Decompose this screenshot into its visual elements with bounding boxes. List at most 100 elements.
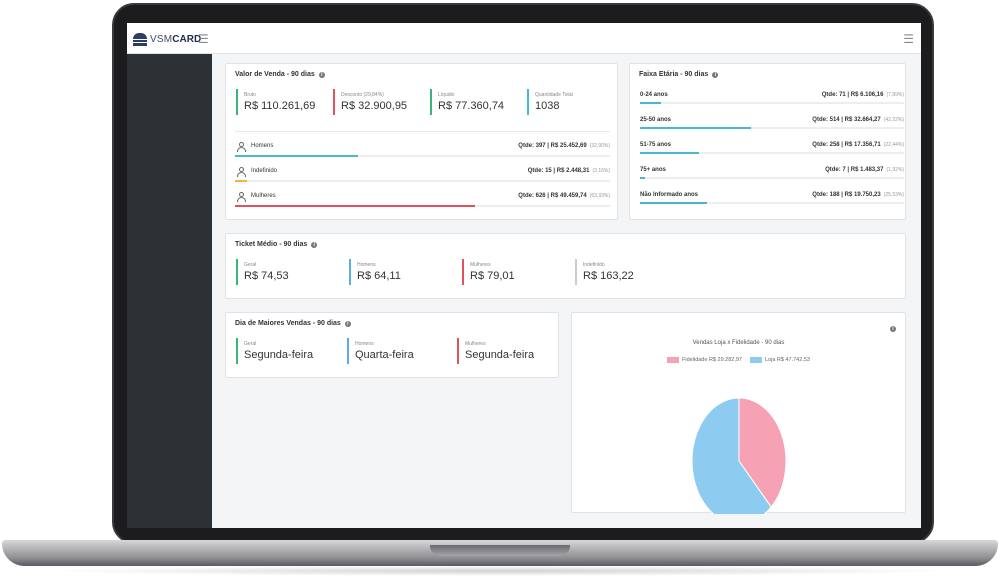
ticket-mulheres: Mulheres R$ 79,01 — [462, 259, 515, 285]
progress-fill — [640, 102, 661, 104]
dia-geral: Geral Segunda-feira — [236, 338, 313, 364]
gender-nums: Qtde: 397 | R$ 25.452,69 (32,90%) — [518, 143, 610, 149]
age-nums: Qtde: 258 | R$ 17.356,71 (22,44%) — [812, 142, 904, 148]
chart-title: Vendas Loja x Fidelidade - 90 dias — [692, 340, 785, 346]
progress-fill — [640, 127, 752, 129]
card-title-text: Ticket Médio - 90 dias — [235, 241, 308, 248]
person-icon — [237, 167, 246, 177]
progress-fill — [235, 155, 359, 157]
pie-slice-1[interactable] — [691, 397, 772, 514]
person-icon — [237, 192, 246, 202]
stat-value: R$ 77.360,74 — [438, 100, 505, 112]
progress-track — [640, 102, 904, 104]
stat-label: Quantidade Total — [535, 92, 573, 98]
laptop-shadow — [40, 566, 960, 576]
progress-track — [235, 205, 610, 207]
info-icon[interactable]: i — [712, 71, 719, 78]
pie-chart — [691, 397, 787, 514]
gender-row-homens: Homens Qtde: 397 | R$ 25.452,69 (32,90%) — [235, 141, 610, 163]
age-nums: Qtde: 71 | R$ 6.106,16 (7,89%) — [821, 92, 904, 98]
age-row: 0-24 anos Qtde: 71 | R$ 6.106,16 (7,89%) — [640, 90, 904, 115]
stat-label: Mulheres — [470, 262, 491, 268]
divider — [235, 131, 610, 132]
gender-nums: Qtde: 15 | R$ 2.448,31 (3,16%) — [527, 168, 610, 174]
age-row: Não Informado anos Qtde: 188 | R$ 19.750… — [640, 190, 904, 215]
top-bar: VSM CARD ☰ ☰ — [127, 23, 921, 54]
legend-item-fidelidade[interactable]: Fidelidade R$ 29.282,97 — [667, 357, 742, 363]
stat-value: R$ 110.261,69 — [244, 100, 316, 112]
age-row: 75+ anos Qtde: 7 | R$ 1.483,37 (1,92%) — [640, 165, 904, 190]
info-icon[interactable]: i — [318, 71, 325, 78]
info-icon[interactable]: i — [344, 320, 351, 327]
age-name: Não Informado anos — [640, 192, 699, 198]
stat-quantidade: Quantidade Total 1038 — [527, 89, 573, 115]
stat-liquido: Líquido R$ 77.360,74 — [430, 89, 504, 115]
brand-name-part1: VSM — [150, 33, 173, 45]
info-icon[interactable]: i — [311, 241, 318, 248]
options-menu-icon[interactable]: ☰ — [903, 32, 914, 46]
progress-fill — [640, 152, 700, 154]
legend-item-loja[interactable]: Loja R$ 47.742,53 — [749, 357, 810, 363]
ticket-medio-title: Ticket Médio - 90 dias i — [235, 241, 318, 248]
age-name: 25-50 anos — [640, 117, 672, 123]
faixa-etaria-card: Faixa Etária - 90 dias i 0-24 anos Qtde:… — [629, 63, 906, 220]
stat-label: Homens — [357, 262, 376, 268]
age-nums: Qtde: 188 | R$ 19.750,23 (25,53%) — [812, 192, 904, 198]
gender-name: Homens — [251, 143, 274, 149]
ticket-geral: Geral R$ 74,53 — [236, 259, 289, 285]
progress-fill — [640, 177, 646, 179]
stat-label: Mulheres — [465, 341, 486, 347]
legend-label: Loja R$ 47.742,53 — [764, 357, 810, 363]
card-title-text: Valor de Venda - 90 dias — [235, 71, 315, 78]
valor-venda-card: Valor de Venda - 90 dias i Bruto R$ 110.… — [225, 63, 618, 220]
progress-track — [640, 127, 904, 129]
progress-track — [640, 177, 904, 179]
pie-slice-0[interactable] — [738, 397, 787, 508]
brand-logo[interactable]: VSM CARD — [133, 31, 201, 47]
stat-value: R$ 163,22 — [583, 270, 634, 282]
stat-label: Geral — [244, 262, 257, 268]
card-title-text: Faixa Etária - 90 dias — [639, 71, 709, 78]
age-name: 0-24 anos — [640, 92, 668, 98]
app-screen: VSM CARD ☰ ☰ Valor de Venda - 90 dias i … — [127, 23, 921, 528]
stat-bruto: Bruto R$ 110.261,69 — [236, 89, 315, 115]
stat-label: Bruto — [244, 92, 256, 98]
age-nums: Qtde: 514 | R$ 32.664,27 (42,22%) — [812, 117, 904, 123]
progress-fill — [235, 180, 247, 182]
progress-fill — [640, 202, 708, 204]
dia-maiores-vendas-title: Dia de Maiores Vendas - 90 dias i — [235, 320, 351, 327]
sidebar — [127, 54, 212, 528]
dia-maiores-vendas-card: Dia de Maiores Vendas - 90 dias i Geral … — [225, 312, 559, 378]
dia-mulheres: Mulheres Segunda-feira — [457, 338, 534, 364]
gender-nums: Qtde: 626 | R$ 49.459,74 (63,93%) — [518, 193, 610, 199]
ticket-medio-card: Ticket Médio - 90 dias i Geral R$ 74,53 … — [225, 233, 906, 299]
legend-swatch — [667, 357, 680, 363]
laptop-notch — [430, 545, 570, 556]
stat-desconto: Desconto (29,84%) R$ 32.900,95 — [333, 89, 407, 115]
progress-track — [640, 202, 904, 204]
menu-toggle-icon[interactable]: ☰ — [198, 32, 209, 46]
dia-homens: Homens Quarta-feira — [347, 338, 414, 364]
age-name: 51-75 anos — [640, 142, 672, 148]
stat-value: Quarta-feira — [355, 349, 414, 361]
age-row: 25-50 anos Qtde: 514 | R$ 32.664,27 (42,2… — [640, 115, 904, 140]
stat-value: R$ 64,11 — [357, 270, 401, 282]
brand-name-part2: CARD — [172, 33, 202, 45]
stat-label: Líquido — [438, 92, 455, 98]
legend-label: Fidelidade R$ 29.282,97 — [682, 357, 742, 363]
stat-label: Geral — [244, 341, 257, 347]
stat-label: Homens — [355, 341, 374, 347]
vendas-loja-fidelidade-card: i Vendas Loja x Fidelidade - 90 dias Fid… — [571, 312, 906, 514]
gender-row-mulheres: Mulheres Qtde: 626 | R$ 49.459,74 (63,93%… — [235, 191, 610, 213]
card-logo-icon — [133, 32, 147, 46]
info-icon[interactable]: i — [890, 326, 896, 332]
stat-label: Indefinido — [583, 262, 605, 268]
ticket-indefinido: Indefinido R$ 163,22 — [575, 259, 634, 285]
stat-value: Segunda-feira — [244, 349, 314, 361]
valor-venda-title: Valor de Venda - 90 dias i — [235, 71, 325, 78]
stat-value: 1038 — [535, 100, 560, 112]
card-title-text: Dia de Maiores Vendas - 90 dias — [235, 320, 341, 327]
stat-value: R$ 74,53 — [244, 270, 289, 282]
gender-name: Mulheres — [251, 193, 276, 199]
chart-legend: Fidelidade R$ 29.282,97 Loja R$ 47.742,5… — [572, 357, 905, 363]
